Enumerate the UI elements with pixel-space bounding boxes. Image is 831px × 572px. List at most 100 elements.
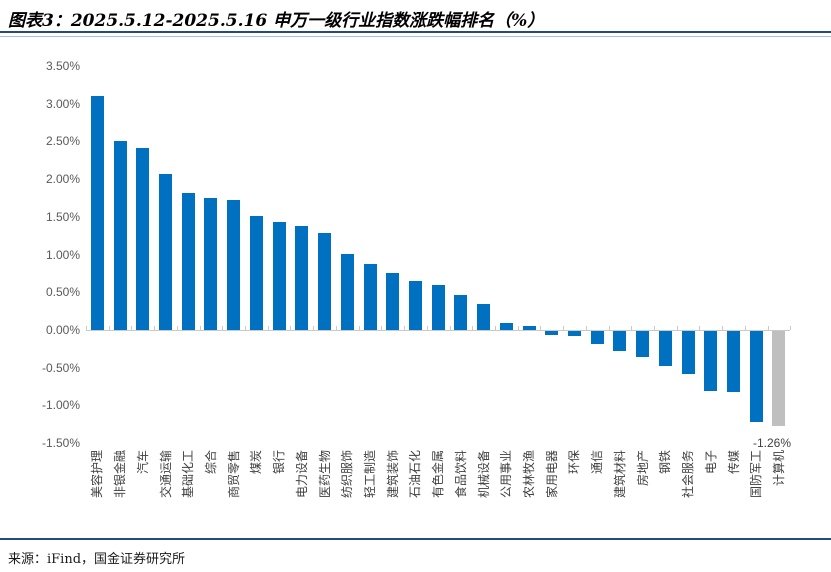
bar xyxy=(545,331,559,335)
x-axis-label: 通信 xyxy=(590,450,605,475)
bar xyxy=(295,225,309,330)
axis-tick xyxy=(472,326,474,330)
x-axis-label: 公用事业 xyxy=(499,450,514,499)
y-tick-label: -1.50% xyxy=(41,436,80,450)
x-axis-label: 有色金属 xyxy=(431,450,446,499)
x-axis-label: 家用电器 xyxy=(544,450,559,499)
bar xyxy=(272,222,286,330)
x-axis-label: 钢铁 xyxy=(658,450,673,475)
axis-tick xyxy=(494,326,496,330)
y-tick-label: 1.50% xyxy=(45,209,80,224)
axis-tick xyxy=(699,326,701,330)
axis-tick xyxy=(131,326,133,330)
y-tick-label: 2.00% xyxy=(45,172,80,187)
bar xyxy=(477,303,491,330)
axis-tick xyxy=(722,326,724,330)
bar xyxy=(613,331,627,352)
axis-tick xyxy=(608,326,610,330)
x-axis-label: 综合 xyxy=(203,450,218,475)
axis-tick xyxy=(290,326,292,330)
bar xyxy=(181,192,195,330)
x-axis-label: 非银金融 xyxy=(113,450,128,499)
bar xyxy=(727,331,741,393)
x-axis-label: 商贸零售 xyxy=(226,450,241,499)
bar xyxy=(704,331,718,391)
axis-tick xyxy=(222,326,224,330)
x-axis-label: 社会服务 xyxy=(681,450,696,499)
x-axis-label: 电子 xyxy=(703,450,718,475)
axis-tick xyxy=(631,326,633,330)
axis-tick xyxy=(744,326,746,330)
zero-axis-line xyxy=(86,330,791,331)
x-axis-label: 基础化工 xyxy=(181,450,196,499)
x-axis-label: 机械设备 xyxy=(476,450,491,499)
bar xyxy=(386,272,400,330)
bar xyxy=(318,233,332,330)
y-tick-label: 0.50% xyxy=(45,285,80,300)
bar xyxy=(636,331,650,358)
footer-divider xyxy=(0,538,831,540)
axis-tick xyxy=(245,326,247,330)
bar xyxy=(136,147,150,330)
x-axis-label: 交通运输 xyxy=(158,450,173,499)
axis-tick xyxy=(154,326,156,330)
x-axis-label: 美容护理 xyxy=(90,450,105,499)
x-axis-label: 国防军工 xyxy=(749,450,764,499)
axis-tick xyxy=(540,326,542,330)
axis-tick xyxy=(585,326,587,330)
x-axis-label: 轻工制造 xyxy=(363,450,377,499)
axis-tick xyxy=(176,326,178,330)
axis-tick xyxy=(654,326,655,330)
axis-tick xyxy=(449,326,451,330)
bar xyxy=(567,331,581,336)
axis-tick xyxy=(563,326,565,330)
x-axis-label: 建筑材料 xyxy=(612,450,627,499)
x-axis-label: 房地产 xyxy=(635,450,650,487)
x-axis-label: 石油石化 xyxy=(408,450,423,499)
axis-tick xyxy=(404,326,406,330)
bar xyxy=(454,295,468,330)
bar xyxy=(363,264,377,330)
x-axis-label: 银行 xyxy=(272,450,287,475)
bar xyxy=(204,198,218,330)
title-divider xyxy=(0,31,831,37)
chart-title: 图表3：2025.5.12-2025.5.16 申万一级行业指数涨跌幅排名（%） xyxy=(8,11,545,31)
x-axis-label: 纺织服饰 xyxy=(340,450,355,499)
axis-tick xyxy=(86,326,87,330)
axis-tick xyxy=(381,326,383,330)
bar xyxy=(590,331,604,344)
y-tick-label: 1.00% xyxy=(45,247,80,262)
bar xyxy=(340,253,354,330)
bar xyxy=(408,280,422,330)
axis-tick xyxy=(767,326,769,330)
x-axis-label: 传媒 xyxy=(726,450,741,475)
x-axis-label: 食品饮料 xyxy=(453,450,468,499)
y-tick-label: 3.00% xyxy=(45,96,80,111)
y-tick-label: 2.50% xyxy=(45,134,80,149)
x-axis-label: 电力设备 xyxy=(294,450,309,499)
x-axis-label: 农林牧渔 xyxy=(522,450,537,499)
y-tick-label: 0.00% xyxy=(45,322,80,337)
x-axis-label: 计算机 xyxy=(771,450,786,487)
bar xyxy=(772,331,786,426)
axis-tick xyxy=(313,326,315,330)
bar xyxy=(431,284,445,330)
x-axis-label: 煤炭 xyxy=(249,450,264,475)
bar xyxy=(227,200,241,330)
axis-tick xyxy=(358,326,360,330)
bar xyxy=(249,216,263,330)
x-axis-label: 环保 xyxy=(567,450,582,475)
axis-tick xyxy=(426,326,428,330)
bar xyxy=(159,173,173,330)
bar xyxy=(658,331,672,367)
axis-tick xyxy=(199,326,201,330)
bar xyxy=(681,331,695,374)
source-note: 来源：iFind，国金证券研究所 xyxy=(8,552,186,567)
axis-tick xyxy=(108,326,110,330)
x-axis-label: 建筑装饰 xyxy=(385,450,400,499)
min-value-annotation: -1.26% xyxy=(752,436,792,450)
bar xyxy=(749,331,763,423)
y-tick-label: 3.50% xyxy=(45,59,80,73)
bar xyxy=(113,140,127,330)
